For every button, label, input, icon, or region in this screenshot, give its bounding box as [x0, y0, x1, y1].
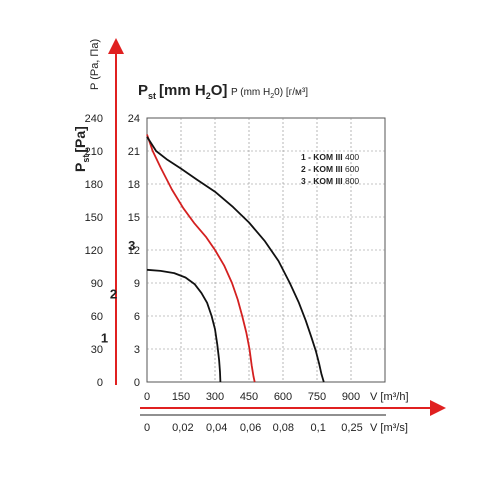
y-tick-label-mm: 3 [134, 344, 140, 356]
y-axis-label-secondary: P (Pa, Па) [89, 39, 101, 90]
y-tick-label-pa: 90 [91, 278, 103, 290]
x-tick-label-flow: 750 [308, 391, 326, 403]
curve-labels: 1 2 3 [101, 238, 135, 345]
curve-label-2: 2 [110, 286, 117, 301]
y-tick-label-pa: 30 [91, 344, 103, 356]
top-label-secondary: P (mm H20) [г/м³] [231, 87, 308, 100]
x-tick-label-flow: 600 [274, 391, 292, 403]
x-tick-label-flow: 0 [144, 391, 150, 403]
curve-2 [146, 134, 256, 383]
x-tick-label-flow: 900 [342, 391, 360, 403]
y-tick-label-mm: 18 [128, 179, 140, 191]
y-tick-label-pa: 60 [91, 311, 103, 323]
y-tick-label-pa: 120 [85, 245, 103, 257]
y-tick-label-pa: 150 [85, 212, 103, 224]
x-axis-label-flow: V [m³/h] [370, 391, 409, 403]
x-axis-label-flow-seconds: V [m³/s] [370, 422, 408, 434]
y-tick-labels-mm: 0 3 6 9 12 15 18 21 24 [128, 113, 140, 389]
y-tick-label-pa: 0 [97, 377, 103, 389]
x-tick-label-flow-seconds: 0,08 [273, 422, 294, 434]
x-tick-label-flow-seconds: 0,04 [206, 422, 227, 434]
legend-item-3: 3 - KOM III 800 [301, 176, 359, 186]
curve-label-1: 1 [101, 330, 108, 345]
curve-1 [146, 268, 222, 383]
y-tick-label-mm: 9 [134, 278, 140, 290]
top-label-main: Pst [mm H2O] [138, 82, 227, 101]
y-tick-label-pa: 240 [85, 113, 103, 125]
y-tick-label-mm: 15 [128, 212, 140, 224]
x-tick-label-flow: 450 [240, 391, 258, 403]
x-tick-label-flow: 300 [206, 391, 224, 403]
legend: 1 - KOM III 400 2 - KOM III 600 3 - KOM … [301, 152, 359, 186]
y-tick-label-mm: 6 [134, 311, 140, 323]
x-tick-label-flow-seconds: 0,1 [311, 422, 326, 434]
y-tick-label-mm: 12 [128, 245, 140, 257]
y-tick-labels-pa: 0 30 60 90 120 150 180 210 240 [85, 113, 103, 389]
x-tick-labels-flow-seconds: 0 0,02 0,04 0,06 0,08 0,1 0,25 [144, 422, 363, 434]
curves [146, 134, 325, 383]
x-tick-label-flow-seconds: 0,06 [240, 422, 261, 434]
y-tick-label-mm: 0 [134, 377, 140, 389]
y-tick-label-mm: 24 [128, 113, 140, 125]
x-tick-label-flow-seconds: 0,25 [341, 422, 362, 434]
legend-item-1: 1 - KOM III 400 [301, 152, 359, 162]
x-tick-label-flow-seconds: 0 [144, 422, 150, 434]
y-tick-label-pa: 180 [85, 179, 103, 191]
legend-item-2: 2 - KOM III 600 [301, 164, 359, 174]
top-axis-title: Pst [mm H2O] P (mm H20) [г/м³] [138, 82, 308, 101]
curve-label-3: 3 [128, 238, 135, 253]
curve-3 [146, 136, 325, 383]
y-tick-label-pa: 210 [85, 146, 103, 158]
x-tick-label-flow-seconds: 0,02 [172, 422, 193, 434]
x-tick-label-flow: 150 [172, 391, 190, 403]
y-axis-label-pa: Pst[Pa] [72, 126, 91, 172]
y-tick-label-mm: 21 [128, 146, 140, 158]
x-tick-labels-flow: 0 150 300 450 600 750 900 [144, 391, 360, 403]
